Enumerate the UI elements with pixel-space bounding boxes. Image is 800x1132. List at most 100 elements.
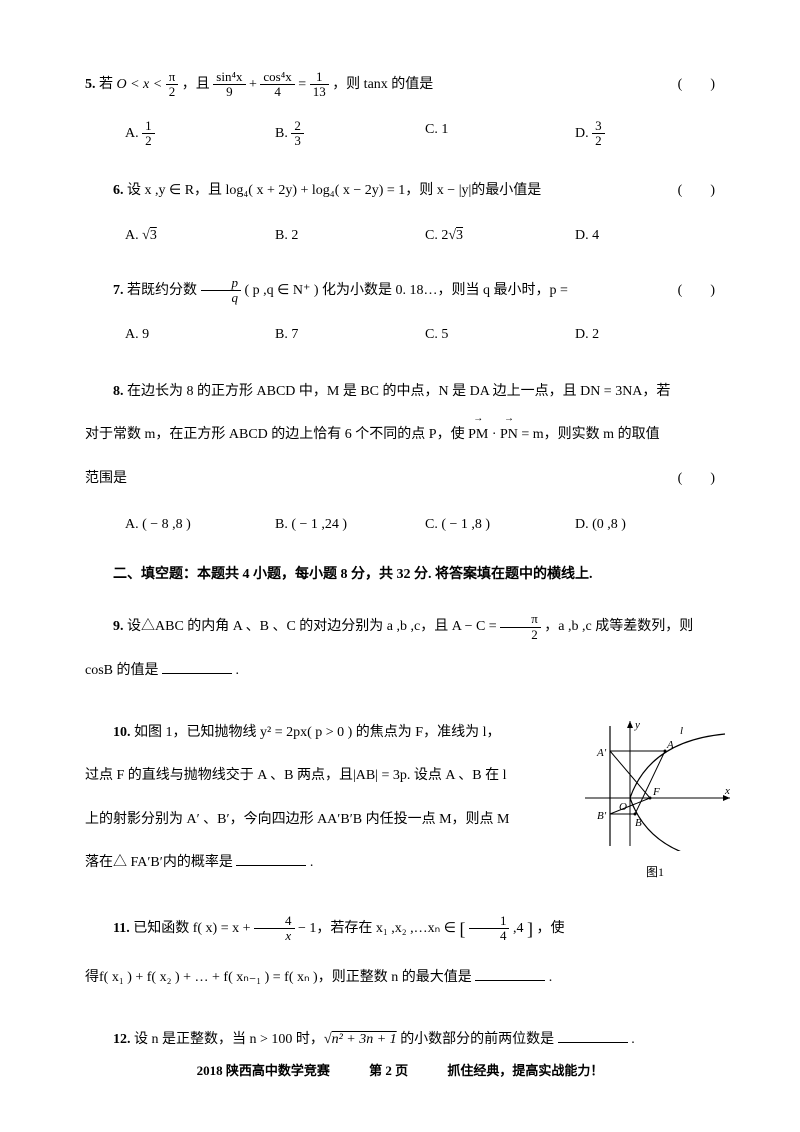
q5-cond1: O < x < [117,77,163,92]
q9-number: 9. [113,619,124,634]
q5-options: A. 12 B. 23 C. 1 D. 32 [85,119,725,149]
q10-blank [236,852,306,866]
q10-line1: 10. 如图 1，已知抛物线 y² = 2px( p > 0 ) 的焦点为 F，… [85,716,555,750]
q10-period: . [310,855,314,870]
q8-line2: 对于常数 m，在正方形 ABCD 的边上恰有 6 个不同的点 P，使 PM · … [85,418,725,452]
q8-number: 8. [113,384,124,399]
q11-mid1: − 1，若存在 x₁ ,x₂ ,…xₙ ∈ [298,921,459,936]
q10-line3: 上的射影分别为 A′ 、B′，今向四边形 AA′B′B 内任投一点 M，则点 M [85,803,555,837]
q12-period: . [631,1032,635,1047]
q5-stem: 5. 若 O < x < π2 ，且 sin⁴x9 + cos⁴x4 = 113… [85,70,725,101]
q11-number: 11. [113,921,130,936]
q7-number: 7. [113,283,124,298]
q6-paren: ( ) [650,176,715,207]
q10-text4-pre: 落在△ FA′B′内的概率是 [85,855,233,870]
q7-opt-c: C. 5 [425,324,575,346]
q11-r1: 14 [469,914,510,944]
q11-period: . [549,970,553,985]
q11-mid3: ，使 [536,921,564,936]
q11-line2: 得f( x₁ ) + f( x₂ ) + … + f( xₙ₋₁ ) = f( … [85,961,725,995]
q9-line2: cosB 的值是 . [85,654,725,688]
q5-mid1: ，且 [182,77,210,92]
q5-number: 5. [85,77,96,92]
q7-text-pre: 若既约分数 [127,283,197,298]
fig-label-l: l [680,725,683,737]
q7-opt-a: A. 9 [125,324,275,346]
q10-line2: 过点 F 的直线与抛物线交于 A 、B 两点，且|AB| = 3p. 设点 A … [85,759,555,793]
fig-label-Aprime: A′ [596,747,607,759]
question-12: 12. 设 n 是正整数，当 n > 100 时，√n² + 3n + 1 的小… [85,1023,725,1057]
q10-figure: A A′ B B′ F O l x y 图1 [575,716,735,883]
question-5: 5. 若 O < x < π2 ，且 sin⁴x9 + cos⁴x4 = 113… [85,70,725,148]
q8-opt-b: B. ( − 1 ,24 ) [275,514,425,536]
fig-label-y: y [634,719,640,731]
q6-opt-d: D. 4 [575,225,725,247]
q8-opt-a: A. ( − 8 ,8 ) [125,514,275,536]
q10-svg: A A′ B B′ F O l x y [575,716,735,851]
q11-line1: 11. 已知函数 f( x) = x + 4x − 1，若存在 x₁ ,x₂ ,… [85,908,725,951]
q5-paren: ( ) [678,70,715,101]
q12-blank [558,1029,628,1043]
question-6: 6. 设 x ,y ∈ R，且 log₄( x + 2y) + log₄( x … [85,176,725,247]
q9-text2: cosB 的值是 [85,663,159,678]
q8-text2-pre: 对于常数 m，在正方形 ABCD 的边上恰有 6 个不同的点 P，使 [85,427,465,442]
q8-options: A. ( − 8 ,8 ) B. ( − 1 ,24 ) C. ( − 1 ,8… [85,514,725,536]
q6-options: A. √3 B. 2 C. 2√3 D. 4 [85,225,725,247]
q6-number: 6. [113,183,124,198]
q11-rbracket: ] [527,919,533,939]
q10-caption: 图1 [575,863,735,882]
fig-label-F: F [652,786,660,798]
q8-opt-c: C. ( − 1 ,8 ) [425,514,575,536]
q6-opt-a: A. √3 [125,225,275,247]
q6-opt-b: B. 2 [275,225,425,247]
fig-label-x: x [724,785,730,797]
q7-paren: ( ) [650,276,715,307]
q5-eq: = [298,77,309,92]
q5-opt-c: C. 1 [425,119,575,149]
q6-stem: 6. 设 x ,y ∈ R，且 log₄( x + 2y) + log₄( x … [85,176,725,207]
footer-left: 2018 陕西高中数学竞赛 [197,1063,330,1078]
q11-mid2: ,4 [513,921,524,936]
q11-text2-pre: 得f( x₁ ) + f( x₂ ) + … + f( xₙ₋₁ ) = f( … [85,970,472,985]
q10-number: 10. [113,725,131,740]
q8-dot: · [492,427,500,442]
q12-text-post: 的小数部分的前两位数是 [400,1032,554,1047]
q11-frac: 4x [254,914,295,944]
q8-text1: 在边长为 8 的正方形 ABCD 中，M 是 BC 的中点，N 是 DA 边上一… [127,384,670,399]
q8-paren: ( ) [678,462,715,496]
question-7: 7. 若既约分数 pq ( p ,q ∈ N⁺ ) 化为小数是 0. 18…，则… [85,276,725,347]
q5-pi2: π2 [166,70,179,100]
q5-mid2: ，则 tanx 的值是 [332,77,433,92]
fig-label-Bprime: B′ [597,810,607,822]
question-8: 8. 在边长为 8 的正方形 ABCD 中，M 是 BC 的中点，N 是 DA … [85,375,725,536]
q12-number: 12. [113,1032,131,1047]
fig-label-O: O [619,801,627,813]
q8-line3: 范围是 ( ) [85,462,725,496]
q7-options: A. 9 B. 7 C. 5 D. 2 [85,324,725,346]
q5-opt-d: D. 32 [575,119,725,149]
q12-sqrt-arg: n² + 3n + 1 [332,1032,397,1047]
q9-line1: 9. 设△ABC 的内角 A 、B 、C 的对边分别为 a ,b ,c，且 A … [85,610,725,644]
fig-label-A: A [666,739,674,751]
q5-opt-b: B. 23 [275,119,425,149]
question-9: 9. 设△ABC 的内角 A 、B 、C 的对边分别为 a ,b ,c，且 A … [85,610,725,687]
q6-text: 设 x ,y ∈ R，且 log₄( x + 2y) + log₄( x − 2… [127,183,541,198]
q12-line1: 12. 设 n 是正整数，当 n > 100 时，√n² + 3n + 1 的小… [85,1023,725,1057]
q7-frac: pq [201,276,242,306]
q5-text-pre: 若 [99,77,117,92]
q8-text3: 范围是 [85,471,127,486]
q8-text2-post: = m，则实数 m 的取值 [521,427,659,442]
q10-text1: 如图 1，已知抛物线 y² = 2px( p > 0 ) 的焦点为 F，准线为 … [134,725,501,740]
q5-f2: cos⁴x4 [260,70,294,100]
q11-blank [475,967,545,981]
q8-vec-pn: PN [500,418,518,452]
q10-line4: 落在△ FA′B′内的概率是 . [85,846,555,880]
q8-line1: 8. 在边长为 8 的正方形 ABCD 中，M 是 BC 的中点，N 是 DA … [85,375,725,409]
q12-text-pre: 设 n 是正整数，当 n > 100 时，√ [134,1032,332,1047]
q9-frac: π2 [500,612,541,642]
footer-center: 第 2 页 [369,1063,408,1078]
question-11: 11. 已知函数 f( x) = x + 4x − 1，若存在 x₁ ,x₂ ,… [85,908,725,995]
q11-lbracket: [ [459,919,465,939]
q9-period: . [236,663,240,678]
footer-right: 抓住经典，提高实战能力！ [447,1063,603,1078]
